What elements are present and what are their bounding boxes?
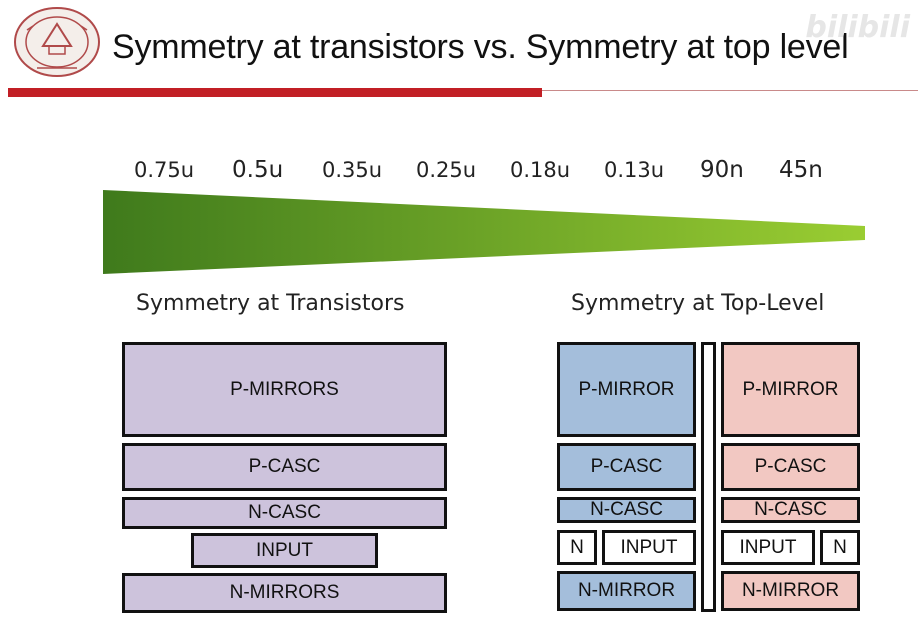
n-mirrors-block: N-MIRRORS <box>122 573 447 613</box>
node-label: 90n <box>700 157 744 183</box>
right-diagram-heading: Symmetry at Top-Level <box>571 291 825 316</box>
right-input-block: INPUT <box>721 530 815 565</box>
left-p-casc-block: P-CASC <box>557 443 696 491</box>
block-label: INPUT <box>739 536 797 558</box>
right-p-mirror-block: P-MIRROR <box>721 342 860 437</box>
block-label: N-CASC <box>754 499 827 520</box>
block-label: N-MIRROR <box>577 580 676 601</box>
left-input-block: INPUT <box>602 530 696 565</box>
node-label: 0.5u <box>232 157 284 183</box>
node-label: 0.75u <box>134 158 195 182</box>
block-label: P-CASC <box>590 456 663 477</box>
block-label: P-MIRRORS <box>230 378 339 400</box>
left-n-mirror-block: N-MIRROR <box>557 571 696 611</box>
title-underline-thin <box>542 90 918 91</box>
block-label: N-CASC <box>248 502 321 523</box>
p-mirrors-block: P-MIRRORS <box>122 342 447 437</box>
right-n-block: N <box>820 530 860 565</box>
p-casc-block: P-CASC <box>122 443 447 491</box>
node-label: 0.25u <box>416 158 477 182</box>
technology-node-scale: 0.75u 0.5u 0.35u 0.25u 0.18u 0.13u 90n 4… <box>0 157 924 186</box>
slide-title: Symmetry at transistors vs. Symmetry at … <box>112 28 849 66</box>
right-n-casc-block: N-CASC <box>721 497 860 523</box>
node-label: 0.35u <box>322 158 383 182</box>
title-underline-red <box>8 88 542 97</box>
center-divider <box>701 342 716 612</box>
block-label: N-CASC <box>590 499 663 520</box>
n-casc-block: N-CASC <box>122 497 447 529</box>
node-label: 0.13u <box>604 158 665 182</box>
block-label: N-MIRROR <box>741 580 840 601</box>
left-n-block: N <box>557 530 597 565</box>
scaling-wedge <box>103 190 865 274</box>
block-label: P-MIRROR <box>578 378 675 400</box>
left-p-mirror-block: P-MIRROR <box>557 342 696 437</box>
watermark: bilibili <box>805 10 910 45</box>
node-label: 45n <box>779 157 823 183</box>
right-n-mirror-block: N-MIRROR <box>721 571 860 611</box>
left-n-casc-block: N-CASC <box>557 497 696 523</box>
right-p-casc-block: P-CASC <box>721 443 860 491</box>
node-label: 0.18u <box>510 158 571 182</box>
block-label: N-MIRRORS <box>229 582 340 603</box>
block-label: P-MIRROR <box>742 378 839 400</box>
block-label: INPUT <box>620 536 678 558</box>
university-seal-logo <box>14 7 100 77</box>
block-label: P-CASC <box>248 456 321 477</box>
left-diagram-heading: Symmetry at Transistors <box>136 291 405 316</box>
input-block: INPUT <box>191 533 378 568</box>
block-label: P-CASC <box>754 456 827 477</box>
block-label: INPUT <box>256 539 313 561</box>
block-label: N <box>833 536 847 558</box>
block-label: N <box>570 536 584 558</box>
